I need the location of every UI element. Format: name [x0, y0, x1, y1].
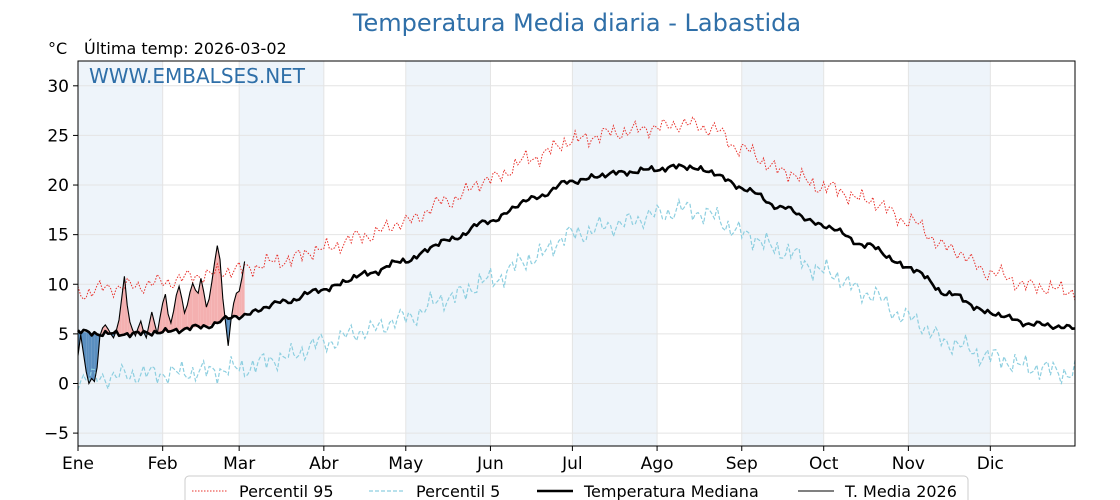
warm-anomaly-fill [209, 282, 212, 326]
legend-label: Percentil 95 [239, 482, 334, 500]
warm-anomaly-fill [203, 291, 207, 327]
y-tick-label: 0 [58, 374, 69, 394]
x-axis: Ene Feb Mar Abr May Jun Jul Ago Sep Oct Nov Dic [62, 446, 1004, 474]
month-band [741, 61, 824, 446]
x-tick-label: May [388, 454, 423, 474]
median-line [77, 163, 1076, 339]
cold-anomaly-fill [86, 332, 89, 384]
warm-anomaly-fill [214, 245, 218, 324]
x-tick-label: Mar [223, 454, 255, 474]
y-tick-label: 15 [47, 226, 69, 246]
month-band [908, 61, 991, 446]
warm-anomaly-fill [162, 294, 166, 332]
y-tick-label: 10 [47, 275, 69, 295]
warm-anomaly-fill [236, 291, 240, 317]
warm-anomaly-fill [151, 312, 155, 333]
warm-anomaly-fill [168, 314, 171, 332]
x-tick-label: Oct [809, 454, 839, 474]
warm-anomaly-fill [176, 286, 180, 331]
legend-label: Percentil 5 [416, 482, 500, 500]
legend-label: T. Media 2026 [844, 482, 957, 500]
cold-anomaly-fill [83, 332, 87, 372]
plot-frame [77, 60, 1076, 447]
x-tick-label: Sep [726, 454, 758, 474]
last-temp-label: Última temp: 2026-03-02 [84, 39, 287, 58]
cold-anomaly-fill [88, 332, 92, 384]
watermark-text: WWW.EMBALSES.NET [89, 64, 306, 88]
cold-anomaly-fill [91, 332, 95, 382]
y-unit-label: °C [48, 39, 67, 58]
series-lines [77, 116, 1076, 391]
legend-box [184, 475, 969, 500]
warm-anomaly-fill [239, 278, 242, 316]
warm-anomaly-fill [173, 295, 177, 331]
warm-anomaly-fill [187, 292, 190, 329]
x-tick-label: Feb [148, 454, 178, 474]
x-tick-label: Dic [977, 454, 1004, 474]
x-tick-label: Abr [309, 454, 338, 474]
x-tick-label: Jul [561, 454, 583, 474]
warm-anomaly-fill [146, 324, 149, 338]
warm-anomaly-fill [124, 276, 128, 334]
warm-anomaly-fill [190, 283, 193, 328]
chart-title: Temperatura Media diaria - Labastida [352, 9, 801, 37]
month-band [239, 61, 324, 446]
x-tick-label: Jun [476, 454, 504, 474]
y-tick-label: 20 [47, 176, 69, 196]
warm-anomaly-fill [181, 298, 185, 330]
warm-anomaly-fill [192, 283, 196, 328]
x-tick-label: Ene [62, 454, 94, 474]
y-tick-label: −5 [44, 424, 69, 444]
p5-line [77, 197, 1076, 391]
y-tick-label: 25 [47, 126, 69, 146]
legend-label: Temperatura Mediana [583, 482, 759, 500]
warm-anomaly-fill [159, 303, 163, 332]
month-bands [78, 61, 991, 446]
month-band [405, 61, 491, 446]
warm-anomaly-fill [165, 294, 169, 332]
warm-anomaly-fill [233, 293, 237, 317]
y-tick-label: 30 [47, 77, 69, 97]
month-band [572, 61, 658, 446]
x-tick-label: Nov [892, 454, 925, 474]
warm-anomaly-fill [195, 290, 199, 328]
warm-anomaly-fill [121, 276, 125, 334]
warm-anomaly-fill [217, 245, 220, 323]
actual-2026-line [77, 245, 246, 386]
month-band [78, 61, 163, 446]
legend: Percentil 95 Percentil 5 Temperatura Media… [184, 475, 969, 500]
x-tick-label: Ago [641, 454, 674, 474]
y-axis: −5 0 5 10 15 20 25 30 [44, 77, 78, 444]
y-tick-label: 5 [58, 325, 69, 345]
